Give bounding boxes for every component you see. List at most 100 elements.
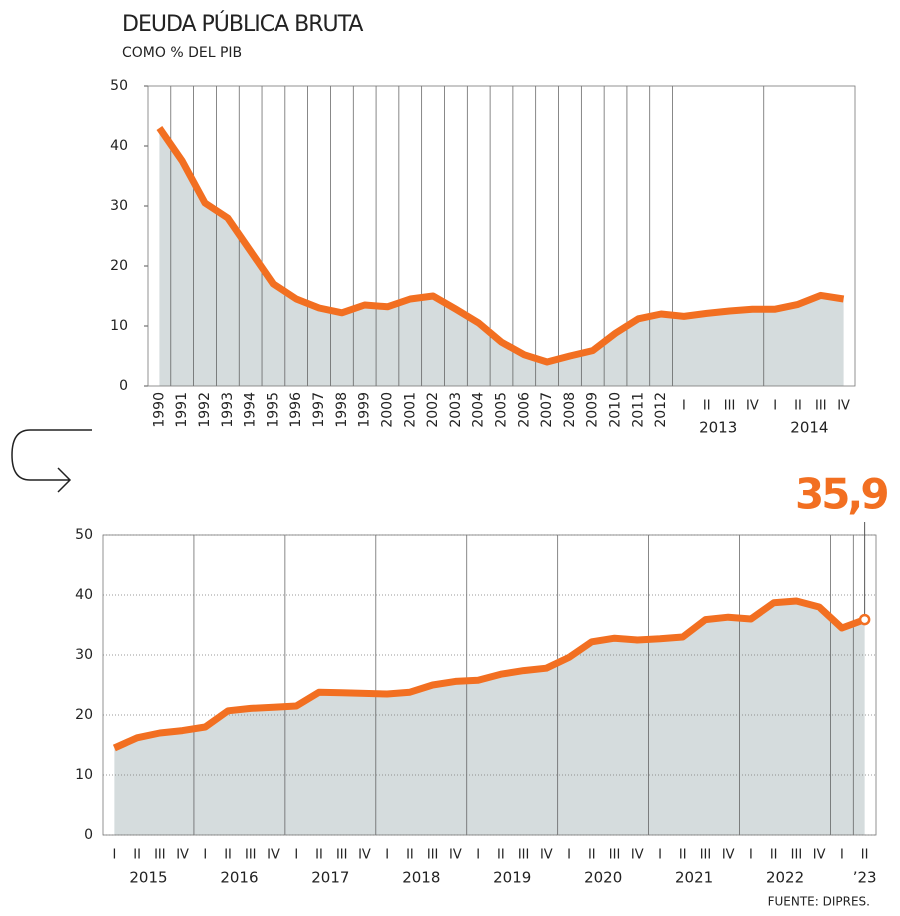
x-tick-label: IV [813, 848, 826, 863]
continuation-arrow [11, 429, 92, 493]
x-tick-label: 2012 [653, 392, 669, 428]
x-tick-label: 1999 [357, 392, 373, 428]
x-tick-label: 2008 [562, 392, 578, 428]
chart-title: DEUDA PÚBLICA BRUTA [122, 11, 363, 37]
x-tick-label: 1993 [220, 392, 236, 428]
x-tick-label: I [294, 848, 298, 863]
area [114, 601, 865, 835]
x-tick-label: III [427, 848, 439, 863]
x-tick-label: 1992 [197, 392, 213, 428]
x-tick-label: 2009 [585, 392, 601, 428]
x-tick-label: 1998 [334, 392, 350, 428]
plot-frame [147, 85, 856, 387]
x-tick-label: 2005 [494, 392, 510, 428]
highlight-point [858, 613, 871, 626]
group-label: ’23 [853, 869, 877, 887]
x-tick-label: III [336, 848, 348, 863]
x-tick-label: 2007 [539, 392, 555, 428]
x-tick-label: III [609, 848, 621, 863]
x-tick-label: I [840, 848, 844, 863]
x-tick-label: I [658, 848, 662, 863]
x-tick-label: IV [722, 848, 735, 863]
y-tick-label: 30 [75, 647, 93, 663]
y-tick-label: 50 [75, 527, 93, 543]
x-tick-label: I [385, 848, 389, 863]
plot-frame [102, 534, 877, 836]
x-tick-label: I [567, 848, 571, 863]
x-tick-label: I [476, 848, 480, 863]
x-tick-label: 2010 [608, 392, 624, 428]
x-tick-label: II [588, 848, 596, 863]
y-tick-label: 10 [110, 318, 128, 334]
chart-subtitle: COMO % DEL PIB [122, 45, 242, 61]
x-tick-label: III [245, 848, 257, 863]
x-tick-label: 1996 [288, 392, 304, 428]
x-tick-label: III [724, 399, 736, 414]
x-tick-label: III [791, 848, 803, 863]
x-tick-label: II [315, 848, 323, 863]
x-tick-label: 2011 [630, 392, 646, 428]
x-tick-label: II [794, 399, 802, 414]
y-tick-label: 20 [110, 258, 128, 274]
x-tick-label: 2000 [379, 392, 395, 428]
group-label: 2018 [402, 869, 440, 887]
x-tick-label: IV [449, 848, 462, 863]
group-label: 2017 [311, 869, 349, 887]
x-tick-label: II [703, 399, 711, 414]
x-tick-label: IV [358, 848, 371, 863]
x-tick-label: II [770, 848, 778, 863]
group-label: 2020 [584, 869, 622, 887]
y-tick-label: 50 [110, 78, 128, 94]
x-tick-label: I [203, 848, 207, 863]
group-label: 2015 [129, 869, 167, 887]
y-tick-label: 40 [75, 587, 93, 603]
group-label: 2021 [675, 869, 713, 887]
x-tick-label: IV [540, 848, 553, 863]
y-tick-label: 0 [119, 378, 128, 394]
x-tick-label: II [133, 848, 141, 863]
x-tick-label: 1997 [311, 392, 327, 428]
group-label: 2014 [790, 419, 828, 437]
group-label: 2013 [699, 419, 737, 437]
x-tick-label: II [679, 848, 687, 863]
x-tick-label: III [700, 848, 712, 863]
x-tick-label: III [518, 848, 530, 863]
y-tick-label: 0 [84, 827, 93, 843]
y-tick-label: 40 [110, 138, 128, 154]
line [156, 126, 845, 366]
group-label: 2022 [766, 869, 804, 887]
x-tick-label: II [497, 848, 505, 863]
x-tick-label: 2004 [471, 392, 487, 428]
x-tick-label: 2003 [448, 392, 464, 428]
x-tick-label: II [406, 848, 414, 863]
x-tick-label: IV [267, 848, 280, 863]
x-tick-label: II [224, 848, 232, 863]
source: FUENTE: DIPRES. [768, 895, 870, 909]
y-tick-label: 10 [75, 767, 93, 783]
x-tick-label: 2002 [425, 392, 441, 428]
x-tick-label: III [815, 399, 827, 414]
group-label: 2016 [220, 869, 258, 887]
x-tick-label: I [682, 399, 686, 414]
x-tick-label: I [749, 848, 753, 863]
x-tick-label: III [154, 848, 166, 863]
x-tick-label: 1991 [174, 392, 190, 428]
x-tick-label: IV [631, 848, 644, 863]
x-tick-label: 1994 [243, 392, 259, 428]
x-tick-label: I [112, 848, 116, 863]
x-tick-label: I [773, 399, 777, 414]
group-label: 2019 [493, 869, 531, 887]
line [112, 597, 866, 752]
x-tick-label: IV [176, 848, 189, 863]
y-tick-label: 30 [110, 198, 128, 214]
x-tick-label: 1995 [265, 392, 281, 428]
x-tick-label: 1990 [151, 392, 167, 428]
x-tick-label: IV [837, 399, 850, 414]
value-label: 35,9 [795, 470, 887, 519]
x-tick-label: 2001 [402, 392, 418, 428]
x-tick-label: 2006 [516, 392, 532, 428]
y-tick-label: 20 [75, 707, 93, 723]
x-tick-label: II [861, 848, 869, 863]
x-tick-label: IV [746, 399, 759, 414]
